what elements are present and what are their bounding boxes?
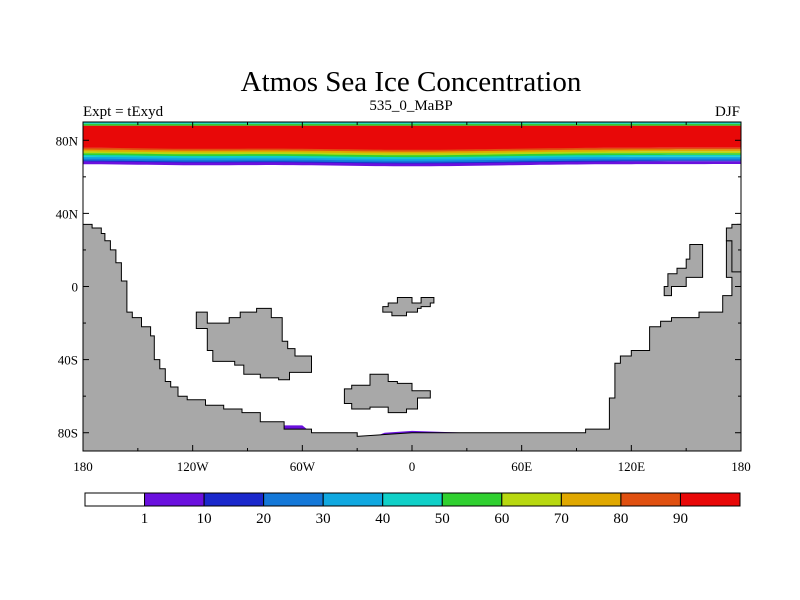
colorbar-label: 70 xyxy=(554,511,569,527)
x-tick-label: 0 xyxy=(409,459,416,474)
y-tick-label: 40N xyxy=(56,206,79,221)
colorbar-swatch xyxy=(620,492,681,507)
land-mass xyxy=(83,223,741,451)
colorbar-swatch xyxy=(263,492,324,507)
colorbar-swatch xyxy=(382,492,443,507)
y-tick-label: 80S xyxy=(58,426,78,441)
land-mass xyxy=(382,297,435,317)
colorbar-label: 20 xyxy=(256,511,271,527)
subtitle-left: Expt = tExyd xyxy=(83,104,164,120)
colorbar-swatch xyxy=(679,492,741,507)
ice-band xyxy=(83,125,741,150)
colorbar-label: 50 xyxy=(435,511,450,527)
colorbar-label: 1 xyxy=(141,511,149,527)
land-mass xyxy=(195,307,312,381)
y-tick-label: 40S xyxy=(58,353,78,368)
colorbar-label: 10 xyxy=(197,511,212,527)
x-tick-label: 60E xyxy=(511,459,532,474)
x-tick-label: 120E xyxy=(618,459,646,474)
colorbar-label: 40 xyxy=(375,511,390,527)
subtitle-right: DJF xyxy=(715,104,740,120)
colorbar-label: 80 xyxy=(613,511,628,527)
colorbar-swatch xyxy=(203,492,265,507)
plot-area xyxy=(83,122,741,451)
axes: 180 120W 60W 0 60E 120E 180 80N 40N 0 40S 80S xyxy=(56,122,751,474)
colorbar: 1 10 20 30 40 50 60 70 80 90 xyxy=(84,492,741,527)
colorbar-swatch xyxy=(84,492,146,507)
colorbar-swatch xyxy=(560,492,622,507)
colorbar-swatch xyxy=(322,492,384,507)
colorbar-swatch xyxy=(144,492,205,507)
land-mass xyxy=(343,373,431,414)
colorbar-label: 30 xyxy=(316,511,331,527)
map-title: Atmos Sea Ice Concentration xyxy=(241,66,582,98)
y-tick-label: 80N xyxy=(56,133,79,148)
land-layer xyxy=(83,223,741,451)
colorbar-label: 60 xyxy=(494,511,509,527)
land-mass xyxy=(725,223,741,273)
colorbar-swatch xyxy=(501,492,562,507)
colorbar-swatch xyxy=(441,492,503,507)
x-tick-label: 180 xyxy=(731,459,751,474)
land-mass xyxy=(663,244,704,297)
colorbar-label: 90 xyxy=(673,511,688,527)
x-tick-label: 120W xyxy=(177,459,210,474)
x-tick-label: 60W xyxy=(290,459,316,474)
x-tick-label: 180 xyxy=(73,459,93,474)
ice-band xyxy=(83,161,741,167)
subtitle-center: 535_0_MaBP xyxy=(369,98,452,114)
y-tick-label: 0 xyxy=(72,280,79,295)
sea-ice-layer xyxy=(83,122,741,439)
